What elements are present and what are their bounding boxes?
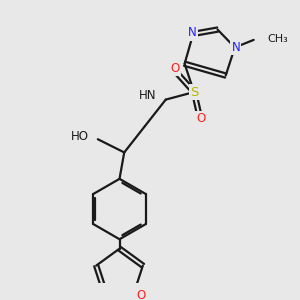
Text: O: O <box>171 62 180 75</box>
Text: O: O <box>137 290 146 300</box>
Text: HO: HO <box>70 130 88 143</box>
Text: S: S <box>190 85 198 99</box>
Text: O: O <box>196 112 205 125</box>
Text: N: N <box>231 41 240 54</box>
Text: HN: HN <box>139 89 156 102</box>
Text: CH₃: CH₃ <box>267 34 288 44</box>
Text: N: N <box>188 26 197 40</box>
